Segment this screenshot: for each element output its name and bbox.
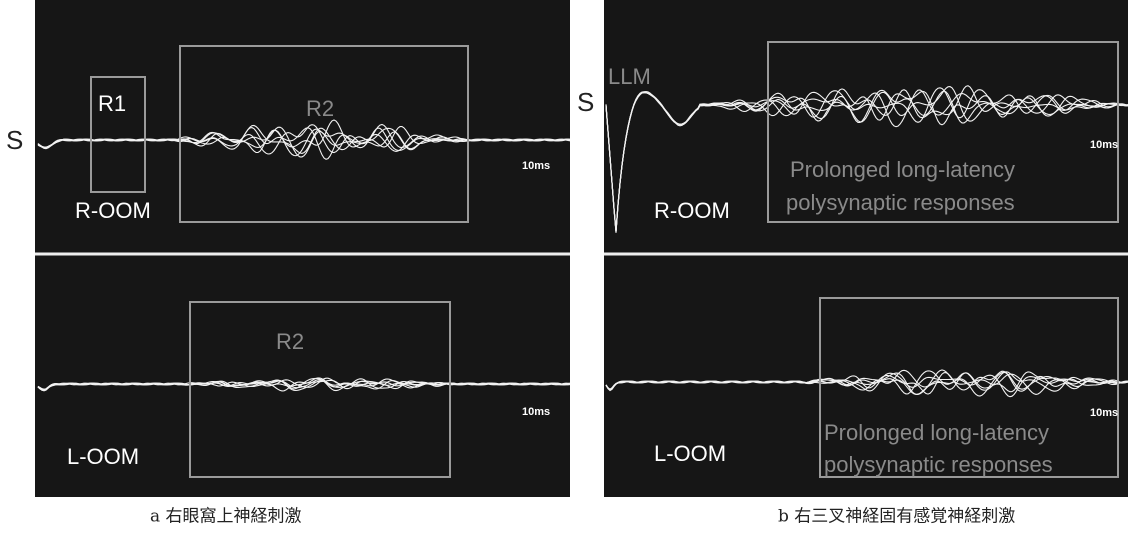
stimulus-label: S bbox=[6, 125, 23, 155]
channel-label: R-OOM bbox=[654, 198, 730, 223]
scale-label: 10ms bbox=[1090, 139, 1118, 151]
caption: b 右三叉神経固有感覚神経刺激 bbox=[778, 507, 1015, 527]
note: polysynaptic responses bbox=[824, 452, 1053, 477]
r1-label: R1 bbox=[98, 91, 126, 116]
channel-label: L-OOM bbox=[67, 444, 139, 469]
scale-label: 10ms bbox=[522, 406, 550, 418]
panel-a-bg bbox=[35, 0, 570, 497]
r2-label: R2 bbox=[306, 96, 334, 121]
note: Prolonged long-latency bbox=[824, 420, 1049, 445]
caption: a 右眼窩上神経刺激 bbox=[150, 507, 302, 527]
r2-label: R2 bbox=[276, 329, 304, 354]
marker-label: LLM bbox=[608, 64, 651, 89]
figure: S R1 R2 R-OOM 10ms R2 L-OOM 10ms S LLM R… bbox=[0, 0, 1128, 531]
note: polysynaptic responses bbox=[786, 190, 1015, 215]
channel-label: R-OOM bbox=[75, 198, 151, 223]
scale-label: 10ms bbox=[1090, 407, 1118, 419]
stimulus-label: S bbox=[577, 87, 594, 117]
channel-label: L-OOM bbox=[654, 441, 726, 466]
scale-label: 10ms bbox=[522, 160, 550, 172]
note: Prolonged long-latency bbox=[790, 157, 1015, 182]
